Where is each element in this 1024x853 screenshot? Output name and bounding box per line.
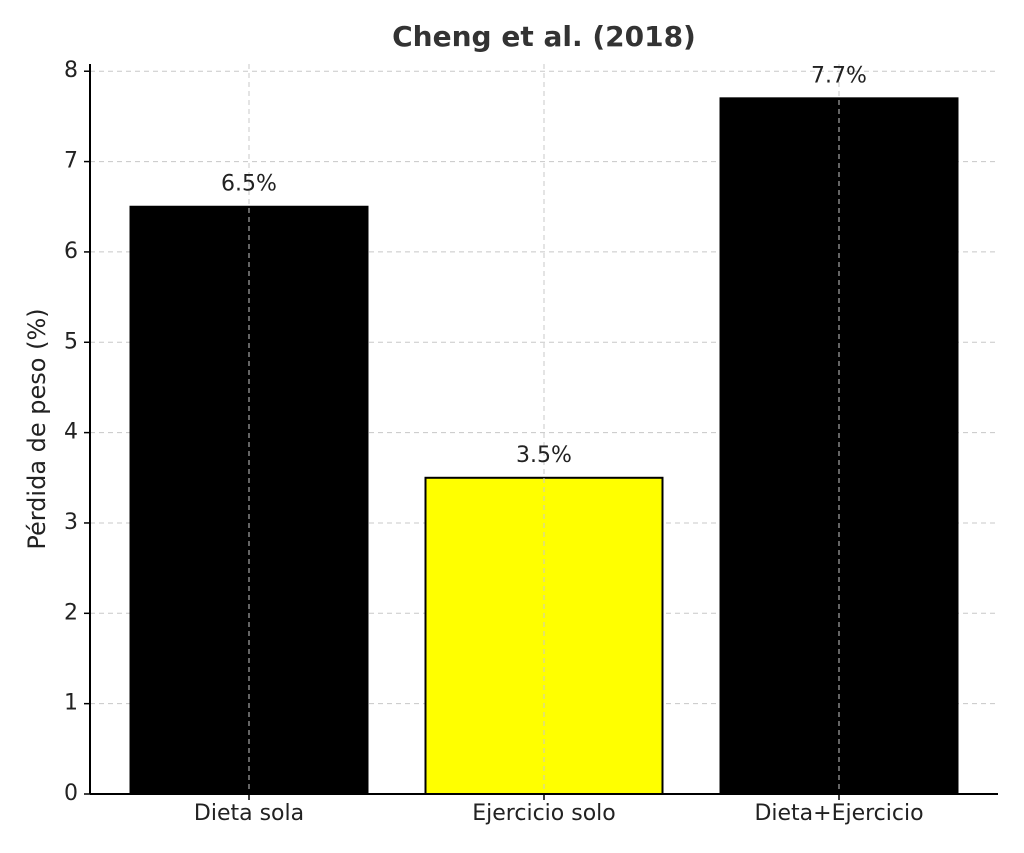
chart-title: Cheng et al. (2018) (392, 20, 696, 53)
y-tick-label: 8 (64, 58, 78, 83)
x-tick-label: Dieta+Ejercicio (754, 801, 923, 826)
y-tick-label: 3 (64, 510, 78, 535)
value-label: 6.5% (221, 172, 277, 197)
value-label: 3.5% (516, 443, 572, 468)
y-axis-label: Pérdida de peso (%) (23, 308, 51, 549)
y-tick-label: 7 (64, 149, 78, 174)
y-tick-label: 0 (64, 781, 78, 806)
y-tick-label: 6 (64, 239, 78, 264)
x-tick-label: Ejercicio solo (472, 801, 615, 826)
value-label: 7.7% (811, 63, 867, 88)
y-tick-label: 5 (64, 329, 78, 354)
x-tick-label: Dieta sola (194, 801, 304, 826)
y-tick-label: 2 (64, 600, 78, 625)
y-tick-label: 1 (64, 691, 78, 716)
y-tick-label: 4 (64, 420, 78, 445)
